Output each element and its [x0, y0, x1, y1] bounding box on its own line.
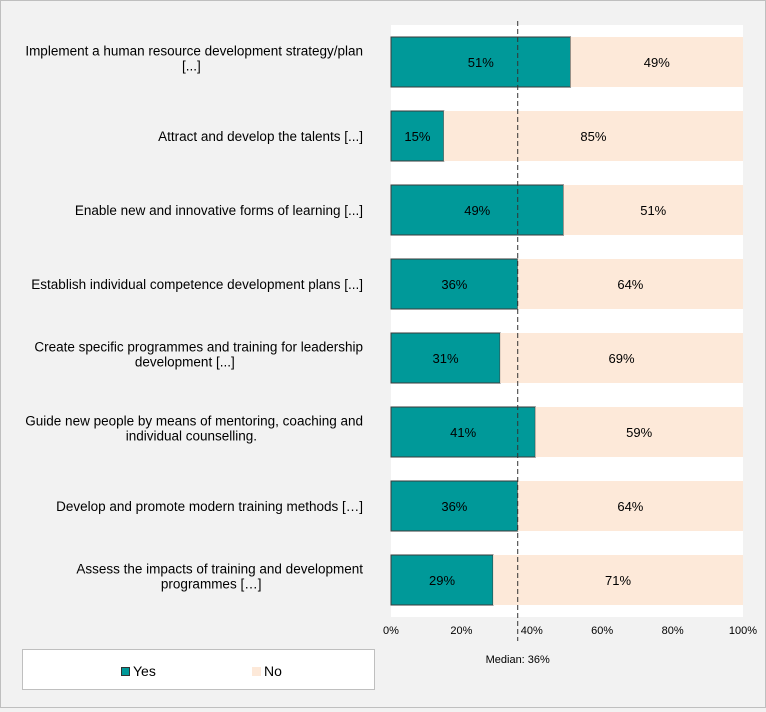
data-label-yes-3: 49%	[464, 203, 490, 218]
legend-label-yes: Yes	[133, 663, 156, 679]
bar-no-3	[563, 185, 743, 235]
category-label-4: Establish individual competence developm…	[31, 277, 363, 292]
data-label-no-6: 59%	[626, 425, 652, 440]
category-label-1-line-2: [...]	[182, 59, 201, 74]
bar-no-6	[535, 407, 743, 457]
category-label-6-line-2: individual counselling.	[126, 429, 257, 444]
category-label-3: Enable new and innovative forms of learn…	[75, 203, 363, 218]
bar-yes-4	[390, 258, 519, 310]
data-label-yes-4: 36%	[441, 277, 467, 292]
bar-no-4	[517, 259, 743, 309]
data-label-no-2: 85%	[580, 129, 606, 144]
data-label-yes-8: 29%	[429, 573, 455, 588]
bar-no-7	[517, 481, 743, 531]
data-label-yes-1: 51%	[468, 55, 494, 70]
bar-no-1	[570, 37, 743, 87]
bar-yes-8	[390, 554, 494, 606]
bar-yes-5	[390, 332, 501, 384]
data-label-no-8: 71%	[605, 573, 631, 588]
legend-swatch-no	[252, 667, 261, 676]
bar-yes-3	[390, 184, 564, 236]
x-tick-label-5: 80%	[662, 625, 684, 637]
category-label-8-line-1: Assess the impacts of training and devel…	[76, 562, 363, 577]
bar-yes-6	[390, 406, 536, 458]
data-label-no-3: 51%	[640, 203, 666, 218]
data-label-no-5: 69%	[609, 351, 635, 366]
data-label-yes-7: 36%	[441, 499, 467, 514]
data-label-no-7: 64%	[617, 499, 643, 514]
legend: Yes No	[22, 649, 375, 690]
bar-no-8	[493, 555, 743, 605]
category-label-2: Attract and develop the talents [...]	[158, 129, 363, 144]
legend-item-no: No	[252, 663, 282, 679]
bar-no-2	[443, 111, 743, 161]
category-label-7: Develop and promote modern training meth…	[56, 499, 363, 514]
x-tick-label-1: 0%	[383, 625, 399, 637]
x-tick-label-6: 100%	[729, 625, 757, 637]
data-label-no-4: 64%	[617, 277, 643, 292]
x-tick-label-4: 60%	[591, 625, 613, 637]
legend-swatch-yes	[121, 667, 130, 676]
category-label-6-line-1: Guide new people by means of mentoring, …	[25, 414, 363, 429]
data-label-no-1: 49%	[644, 55, 670, 70]
data-label-yes-6: 41%	[450, 425, 476, 440]
x-tick-label-3: 40%	[521, 625, 543, 637]
legend-label-no: No	[264, 663, 282, 679]
bar-no-5	[500, 333, 743, 383]
category-label-8-line-2: programmes […]	[161, 577, 262, 592]
data-label-yes-5: 31%	[433, 351, 459, 366]
median-label: Median: 36%	[486, 654, 550, 666]
category-label-1-line-1: Implement a human resource development s…	[25, 44, 363, 59]
data-label-yes-2: 15%	[404, 129, 430, 144]
category-label-5-line-1: Create specific programmes and training …	[34, 340, 363, 355]
x-tick-label-2: 20%	[450, 625, 472, 637]
legend-item-yes: Yes	[121, 663, 156, 679]
bar-yes-1	[390, 36, 572, 88]
category-label-5-line-2: development [...]	[135, 355, 235, 370]
